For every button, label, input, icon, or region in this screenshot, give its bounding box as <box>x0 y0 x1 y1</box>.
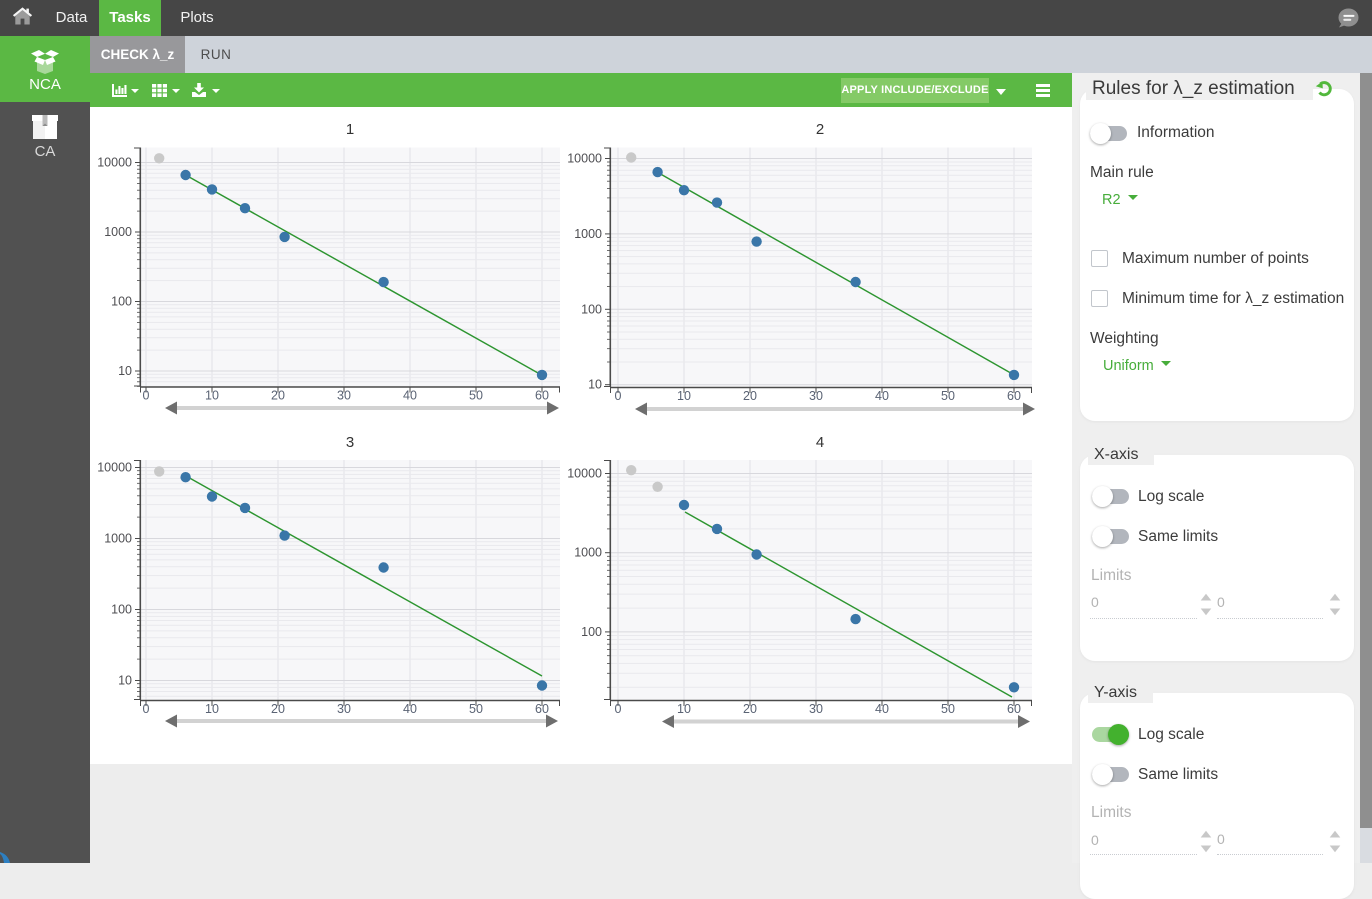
svg-text:3: 3 <box>346 434 354 451</box>
svg-text:10: 10 <box>677 389 691 403</box>
svg-text:30: 30 <box>809 702 823 716</box>
svg-text:1000: 1000 <box>104 532 132 546</box>
svg-text:10: 10 <box>588 378 602 392</box>
svg-text:10000: 10000 <box>567 467 602 481</box>
svg-text:30: 30 <box>809 389 823 403</box>
svg-text:50: 50 <box>941 389 955 403</box>
svg-text:100: 100 <box>111 603 132 617</box>
svg-text:10000: 10000 <box>567 152 602 166</box>
svg-text:10: 10 <box>205 702 219 716</box>
svg-text:60: 60 <box>1007 389 1021 403</box>
svg-text:50: 50 <box>469 702 483 716</box>
svg-text:20: 20 <box>743 389 757 403</box>
svg-text:0: 0 <box>615 389 622 403</box>
svg-text:1000: 1000 <box>574 546 602 560</box>
svg-text:10: 10 <box>118 674 132 688</box>
svg-text:30: 30 <box>337 389 351 403</box>
svg-text:4: 4 <box>816 434 824 451</box>
svg-text:20: 20 <box>271 389 285 403</box>
svg-text:2: 2 <box>816 121 824 138</box>
svg-text:100: 100 <box>581 302 602 316</box>
svg-text:1: 1 <box>346 121 354 138</box>
svg-text:40: 40 <box>875 702 889 716</box>
svg-text:60: 60 <box>535 389 549 403</box>
svg-text:60: 60 <box>1007 702 1021 716</box>
svg-text:20: 20 <box>743 702 757 716</box>
svg-text:1000: 1000 <box>574 227 602 241</box>
svg-text:60: 60 <box>535 702 549 716</box>
svg-text:50: 50 <box>469 389 483 403</box>
svg-text:100: 100 <box>581 625 602 639</box>
svg-text:40: 40 <box>403 702 417 716</box>
svg-text:40: 40 <box>403 389 417 403</box>
svg-text:1000: 1000 <box>104 225 132 239</box>
svg-text:10000: 10000 <box>97 156 132 170</box>
svg-text:20: 20 <box>271 702 285 716</box>
svg-text:0: 0 <box>143 702 150 716</box>
svg-text:0: 0 <box>615 702 622 716</box>
svg-text:40: 40 <box>875 389 889 403</box>
svg-text:10: 10 <box>205 389 219 403</box>
svg-text:10000: 10000 <box>97 461 132 475</box>
svg-text:100: 100 <box>111 295 132 309</box>
svg-text:50: 50 <box>941 702 955 716</box>
svg-text:10: 10 <box>118 364 132 378</box>
svg-text:30: 30 <box>337 702 351 716</box>
svg-text:10: 10 <box>677 702 691 716</box>
svg-text:0: 0 <box>143 389 150 403</box>
